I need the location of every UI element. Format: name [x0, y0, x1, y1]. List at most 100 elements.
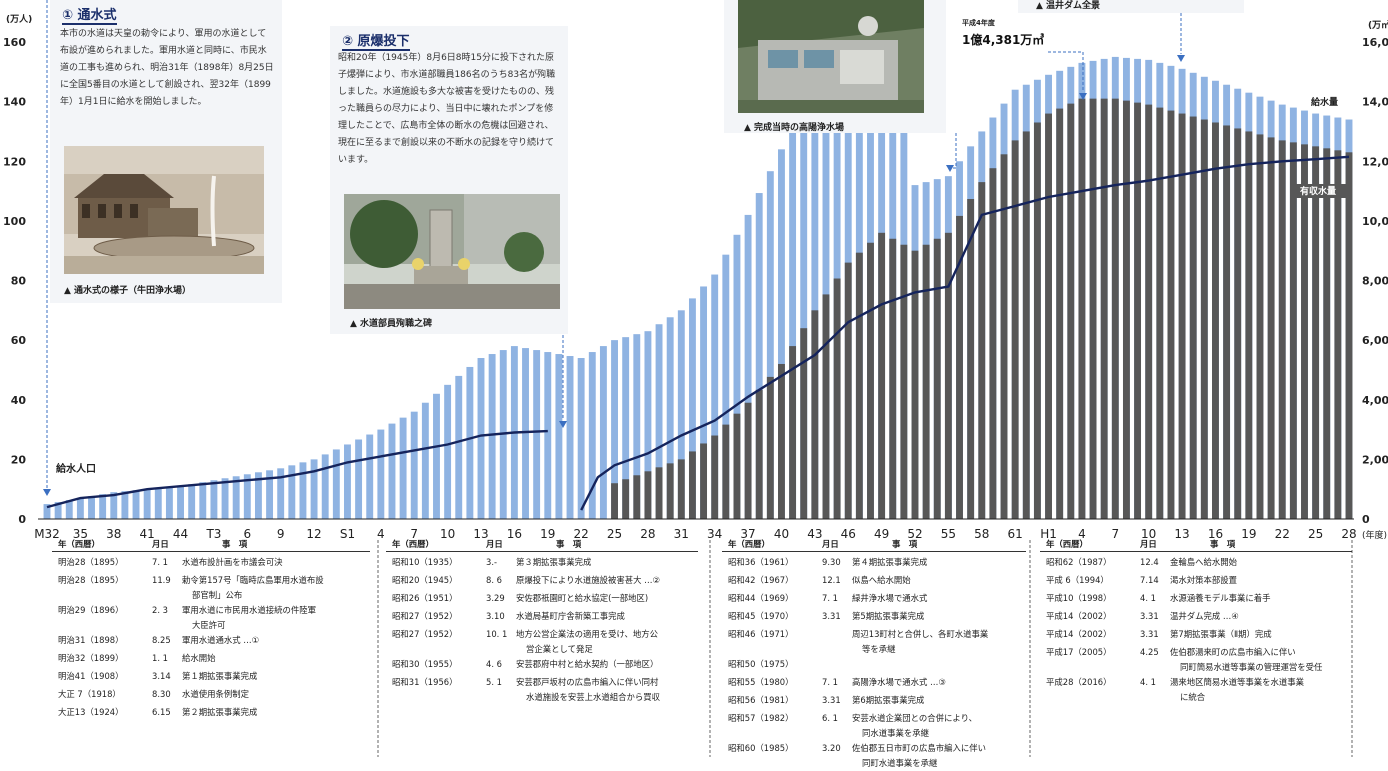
billed-bar — [655, 467, 663, 519]
left-axis-unit: (万人) — [6, 13, 32, 25]
supply-bar — [355, 439, 363, 519]
event-date: 8.30 — [152, 689, 171, 699]
event-year: 昭和26（1951） — [392, 593, 458, 603]
billed-bar — [1334, 150, 1342, 519]
connector-arrowhead — [1177, 55, 1185, 62]
billed-bar — [978, 182, 986, 519]
billed-bar — [911, 250, 919, 519]
x-tick-label: 4 — [1078, 527, 1086, 541]
event-row: 昭和50（1975） — [722, 656, 1026, 672]
right-axis-tick-label: 4,000 — [1362, 394, 1388, 407]
billed-bar — [1301, 144, 1308, 519]
event-date: 7.14 — [1140, 575, 1159, 585]
header-year: 年（西暦） — [58, 539, 100, 549]
billed-bar — [1111, 98, 1119, 520]
supply-bar — [121, 491, 129, 519]
supply-bar — [199, 482, 207, 519]
event-table-heisei: 年（西暦） 月日 事 項昭和62（1987） 12.4 金輪島へ給水開始 平成 6（199… — [1040, 538, 1352, 728]
event-text: 温井ダム完成 …④ — [1170, 611, 1239, 621]
billed-bar — [1056, 108, 1064, 520]
event-row: 昭和27（1952） 10. 1 地方公営企業法の適用を受け、地方公 営企業として発足 — [386, 626, 698, 654]
event-year: 昭和36（1961） — [728, 557, 794, 567]
event-table-showa-early: 年（西暦） 月日 事 項昭和10（1935） 3.- 第３期拡張事業完成 昭和20（194… — [386, 538, 698, 728]
x-tick-label: 28 — [1341, 527, 1356, 541]
billed-bar — [1267, 137, 1275, 519]
event-text: 安芸郡府中村と給水契約（一部地区） — [516, 659, 659, 669]
population-line-segment-2 — [580, 155, 1350, 511]
billed-bar — [833, 278, 841, 519]
connector-arrowhead — [946, 165, 954, 172]
event-year: 平成17（2005） — [1046, 647, 1112, 657]
peak-label-value: 1億4,381万㎥ — [962, 32, 1044, 47]
supply-bar — [800, 113, 808, 520]
x-tick-label: 10 — [440, 527, 455, 541]
event-date: 8. 6 — [486, 575, 502, 585]
event-year: 大正 7（1918） — [58, 689, 121, 699]
supply-bar — [677, 310, 685, 519]
callout-connector — [952, 133, 957, 169]
supply-bar — [644, 331, 652, 519]
event-year: 昭和60（1985） — [728, 743, 794, 753]
billed-bar — [722, 424, 730, 519]
billed-bar — [622, 479, 630, 519]
supply-bar — [399, 417, 407, 519]
supply-bar — [288, 465, 296, 519]
event-year: 昭和10（1935） — [392, 557, 458, 567]
event-row: 昭和31（1956） 5. 1 安芸郡戸坂村の広島市編入に伴い同村 水道施設を安芸上水… — [386, 674, 698, 702]
x-tick-label: 4 — [377, 527, 385, 541]
event-year: 昭和31（1956） — [392, 677, 458, 687]
callout-body: 本市の水道は天皇の勅令により、軍用の水道として布設が進められました。軍用水道と同… — [60, 29, 274, 107]
billed-bar — [1045, 113, 1052, 520]
event-text: 渇水対策本部設置 — [1170, 575, 1237, 585]
x-tick-label: 43 — [807, 527, 822, 541]
supply-bar — [88, 496, 95, 519]
supply-bar — [455, 375, 463, 519]
event-date: 4. 1 — [1140, 677, 1156, 687]
x-tick-label: 13 — [473, 527, 488, 541]
event-text-continued: 同水道事業を承継 — [862, 728, 929, 738]
event-text: 佐伯郡五日市町の広島市編入に伴い — [852, 743, 986, 753]
billed-bar — [878, 232, 886, 520]
event-date: 8.25 — [152, 635, 171, 645]
axes: 0 20 40 60 80 100 120 140 160 0 2,000 4,000 6,000 8,0… — [3, 13, 1388, 757]
billed-bar — [644, 471, 652, 519]
supply-bar — [154, 488, 162, 519]
billed-bar — [922, 244, 930, 519]
billed-bar — [1145, 104, 1153, 519]
event-year: 昭和27（1952） — [392, 611, 458, 621]
x-tick-label: H1 — [1040, 527, 1057, 541]
header-date: 月日 — [822, 539, 839, 549]
supply-bar — [65, 500, 73, 519]
event-date: 3.10 — [486, 611, 505, 621]
bars — [43, 0, 1353, 520]
header-year: 年（西暦） — [728, 539, 770, 549]
billed-label: 有収水量 — [1300, 185, 1336, 197]
event-date: 7. 1 — [822, 593, 838, 603]
event-year: 明治28（1895） — [58, 557, 124, 567]
event-row: 明治41（1908） 3.14 第１期拡張事業完成 — [52, 668, 370, 684]
supply-bar — [188, 484, 196, 519]
supply-bar — [755, 193, 763, 520]
event-year: 平成10（1998） — [1046, 593, 1112, 603]
peak-label-year: 平成4年度 — [962, 18, 996, 27]
event-date: 4. 6 — [486, 659, 502, 669]
billed-bar — [844, 262, 852, 519]
x-tick-label: 7 — [410, 527, 418, 541]
left-axis-tick-label: 60 — [11, 334, 27, 347]
callout-body: 昭和20年（1945年）8月6日8時15分に投下された原子爆弾により、市水道部職… — [338, 53, 556, 165]
population-line-segment-1 — [46, 429, 548, 509]
event-row: 昭和20（1945） 8. 6 原爆投下により水道施設被害甚大 …② — [386, 572, 698, 588]
callout-koyo-plant: ▲ 完成当時の高陽浄水場 — [724, 0, 946, 133]
event-date: 4. 1 — [1140, 593, 1156, 603]
event-row: 昭和46（1971） 周辺13町村と合併し、各町水道事業 等を承継 — [722, 626, 1026, 654]
x-tick-label: 31 — [674, 527, 689, 541]
supply-bar — [766, 171, 774, 519]
event-year: 昭和42（1967） — [728, 575, 794, 585]
event-text: 給水開始 — [182, 653, 216, 663]
event-text: 勅令第157号「臨時広島軍用水道布設 — [182, 575, 324, 585]
event-row: 平成10（1998） 4. 1 水源涵養モデル事業に着手 — [1040, 590, 1352, 606]
billed-bar — [766, 376, 774, 519]
billed-bar — [1078, 98, 1086, 520]
supply-bar — [310, 459, 318, 519]
supply-bar — [811, 95, 819, 519]
